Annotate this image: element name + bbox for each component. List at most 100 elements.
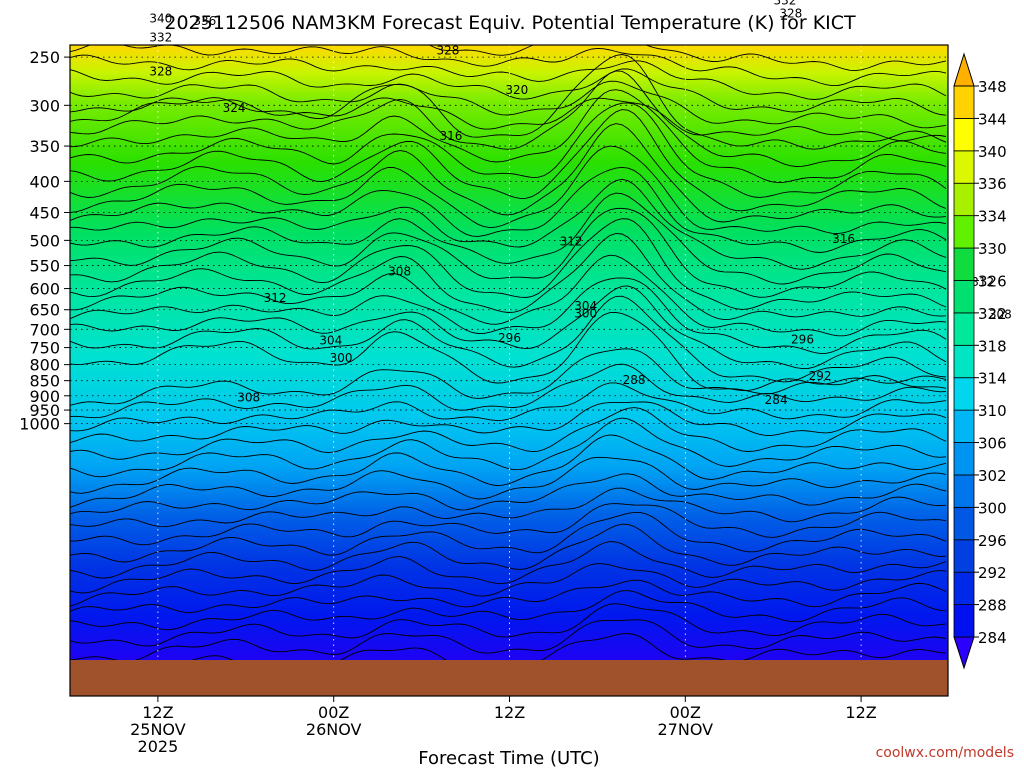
contour-label: 296 [498, 331, 521, 345]
colorbar-label: 296 [978, 532, 1007, 550]
contour-line [70, 218, 947, 310]
x-tick-label: 25NOV [130, 720, 186, 739]
colorbar-segment [953, 571, 975, 605]
colorbar-segment [953, 539, 975, 573]
y-tick-label: 950 [29, 401, 60, 420]
contour-line [70, 579, 947, 614]
contour-line [70, 382, 947, 432]
colorbar-segment [953, 118, 975, 152]
contour-line [70, 311, 947, 395]
contour-label: 324 [223, 101, 246, 115]
y-tick-label: 300 [29, 96, 60, 115]
contour-line [70, 68, 947, 116]
contour-line [70, 145, 947, 235]
y-tick-label: 650 [29, 301, 60, 320]
colorbar-label: 322 [978, 305, 1007, 323]
colorbar-segment [953, 215, 975, 249]
contour-label: 300 [574, 306, 597, 320]
contour-label: 304 [319, 333, 342, 347]
x-tick-label: 27NOV [658, 720, 714, 739]
contour-line [70, 511, 947, 563]
x-axis-label: Forecast Time (UTC) [418, 748, 599, 768]
contour-line [70, 232, 947, 321]
contour-label: 328 [437, 44, 460, 58]
contour-line [70, 45, 947, 87]
colorbar-label: 302 [978, 467, 1007, 485]
colorbar-label: 330 [978, 240, 1007, 258]
contour-label: 304 [574, 299, 597, 313]
contour-line [70, 348, 947, 406]
colorbar-segment [953, 85, 975, 119]
contour-line [70, 590, 947, 631]
colorbar-label: 306 [978, 435, 1007, 453]
contour-label: 308 [989, 308, 1012, 322]
y-tick-label: 550 [29, 257, 60, 276]
contour-lines [70, 45, 947, 665]
contour-label: 288 [623, 373, 646, 387]
contour-line [70, 456, 947, 508]
colorbar-label: 310 [978, 402, 1007, 420]
chart-title: 2025112506 NAM3KM Forecast Equiv. Potent… [164, 12, 856, 34]
colorbar-label: 314 [978, 370, 1007, 388]
y-tick-label: 600 [29, 280, 60, 299]
contour-line [70, 473, 947, 515]
plot-area [70, 45, 948, 665]
x-tick-label: 12Z [494, 703, 525, 722]
contour-label: 332 [773, 0, 796, 8]
contour-line [70, 54, 947, 100]
contour-line [70, 401, 947, 444]
contour-line [70, 487, 947, 528]
contour-label: 300 [330, 351, 353, 365]
contour-label: 296 [791, 332, 814, 346]
contour-line [70, 523, 947, 579]
colorbar-segment [953, 344, 975, 379]
contour-line [70, 277, 947, 354]
contour-line [70, 503, 947, 546]
colorbar-label: 292 [978, 564, 1007, 582]
grid-lines [70, 45, 948, 665]
colorbar-segment [953, 182, 975, 217]
colorbar-label: 300 [978, 499, 1007, 517]
colorbar-arrow-high [953, 52, 975, 87]
contour-line [70, 207, 947, 298]
x-tick-label: 12Z [845, 703, 876, 722]
contour-line [70, 54, 947, 150]
x-tick-label: 00Z [670, 703, 701, 722]
contour-line [70, 97, 947, 142]
y-tick-label: 450 [29, 204, 60, 223]
y-tick-label: 500 [29, 231, 60, 250]
colorbar: 284 288 292 296 300 302 306 310 314 318 322 326 330 3… [953, 52, 1007, 670]
contour-line [70, 109, 947, 212]
contour-label: 308 [388, 264, 411, 278]
contour-line [70, 285, 947, 370]
contour-line [70, 541, 947, 594]
colorbar-segment [953, 280, 975, 314]
contour-label: 328 [149, 65, 172, 79]
x-tick-label: 12Z [142, 703, 173, 722]
contour-label: 316 [439, 129, 462, 143]
contour-label: 316 [832, 232, 855, 246]
colorbar-label: 326 [978, 272, 1007, 290]
contour-line [70, 178, 947, 270]
contour-label: 312 [560, 234, 583, 248]
colorbar-label: 340 [978, 143, 1007, 161]
contour-line [70, 363, 947, 419]
y-tick-label: 700 [29, 320, 60, 339]
colorbar-arrow-low [953, 636, 975, 670]
colorbar-label: 348 [978, 78, 1007, 96]
colorbar-segment [953, 150, 975, 184]
contour-label: 312 [971, 275, 994, 289]
contour-line [70, 102, 947, 198]
y-tick-label: 850 [29, 372, 60, 391]
colorbar-segment [953, 604, 975, 638]
contour-line [70, 563, 947, 607]
contour-line [70, 166, 947, 253]
contour-line [70, 434, 947, 494]
contour-line [70, 295, 947, 383]
contour-label: 308 [237, 391, 260, 405]
contour-line [70, 80, 947, 129]
colorbar-label: 334 [978, 208, 1007, 226]
